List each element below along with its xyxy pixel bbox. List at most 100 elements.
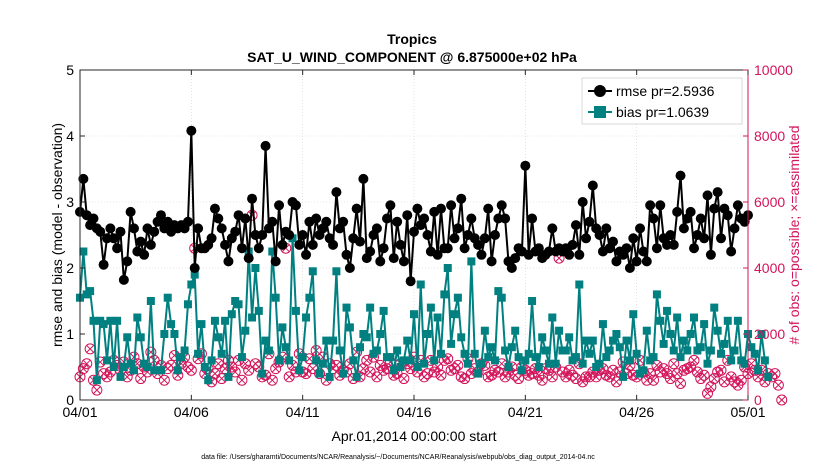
obs-assimilated-marker [93,386,101,394]
obs-assimilated-marker [423,369,432,378]
obs-assimilated-marker [612,377,621,386]
rmse-point [260,140,271,151]
bias-point [129,366,138,375]
obs-assimilated-marker [649,376,658,385]
bias-point [318,359,327,368]
bias-point [663,306,672,315]
bias-point [524,349,533,358]
bias-point [281,343,290,352]
bias-point [551,359,560,368]
obs-possible-marker [371,371,383,383]
x-tick-label: 04/06 [174,404,209,420]
obs-possible-marker [81,358,93,370]
bias-point [372,346,381,355]
obs-assimilated-marker [457,373,466,381]
bias-point [696,343,705,352]
obs-assimilated-marker [433,363,442,371]
bias-point [595,359,604,368]
rmse-point [726,246,737,257]
bias-point [180,346,189,355]
bias-point [237,353,246,362]
rmse-point [321,216,332,227]
bias-point [264,346,273,355]
bias-point [430,356,439,365]
rmse-point [638,246,649,257]
rmse-point [584,216,595,227]
rmse-point [209,203,220,214]
obs-assimilated-marker [244,366,253,375]
obs-assimilated-marker [609,366,617,375]
bias-point [690,313,699,322]
rmse-point [567,239,578,250]
obs-assimilated-marker [86,344,94,353]
rmse-point [651,243,662,254]
obs-assimilated-marker [285,373,294,381]
rmse-point [459,243,470,254]
rmse-point [344,263,355,273]
rmse-point [220,239,231,250]
bias-point [619,372,628,381]
bias-point [588,336,597,345]
obs-assimilated-marker [578,377,587,386]
bias-point [190,270,199,279]
rmse-point [496,200,507,211]
obs-assimilated-marker [302,369,310,378]
axis-layer: 04/01 04/06 04/11 04/16 04/21 04/26 05/0101234… [62,62,793,420]
bias-point [605,346,614,355]
bias-point [656,316,665,325]
rmse-point [446,200,457,211]
bias-point [258,369,267,378]
rmse-point [655,200,666,211]
rmse-point [149,226,160,237]
rmse-point [270,256,281,267]
rmse-point [716,233,727,244]
rmse-point [500,213,511,224]
rmse-point [506,263,517,273]
bias-point [325,372,334,381]
rmse-point [257,230,268,240]
bias-point [329,336,338,345]
rmse-point [128,223,139,234]
x-tick-label: 04/01 [62,404,97,420]
rmse-point [489,230,500,240]
bias-point [352,372,361,381]
obs-assimilated-marker [663,369,671,378]
obs-assimilated-marker [686,363,695,371]
obs-assimilated-marker [268,376,277,385]
obs-assimilated-marker [123,373,132,381]
obs-assimilated-marker [629,371,638,380]
bias-point [598,320,607,329]
obs-assimilated-marker [136,374,145,383]
bias-point [416,280,425,289]
obs-assimilated-marker [707,382,715,391]
rmse-point [223,256,234,267]
bias-point [443,264,452,272]
rmse-point [621,243,632,254]
bias-point [686,330,695,338]
rmse-point [307,239,318,250]
bias-point [210,316,219,325]
rmse-point [247,193,258,204]
obs-assimilated-marker [693,368,702,376]
obs-possible-marker [158,374,170,386]
y-left-tick-label: 1 [66,326,74,342]
bias-point [602,353,611,362]
y-left-tick-label: 0 [66,392,74,408]
obs-assimilated-marker [545,366,553,375]
obs-assimilated-marker [82,359,91,368]
rmse-point [122,256,133,267]
obs-assimilated-marker [659,364,668,373]
legend: rmse pr=2.5936 bias pr=1.0639 [581,77,743,125]
bias-point [474,369,483,378]
rmse-point [635,223,646,234]
rmse-point [338,216,349,227]
obs-assimilated-marker [400,374,408,383]
bias-point [197,320,206,329]
rmse-point [125,206,136,217]
obs-possible-marker [229,366,241,378]
rmse-point [689,243,700,254]
bias-point [123,333,132,342]
bias-point [713,326,722,335]
bias-point [632,349,641,358]
rmse-point [112,243,123,254]
